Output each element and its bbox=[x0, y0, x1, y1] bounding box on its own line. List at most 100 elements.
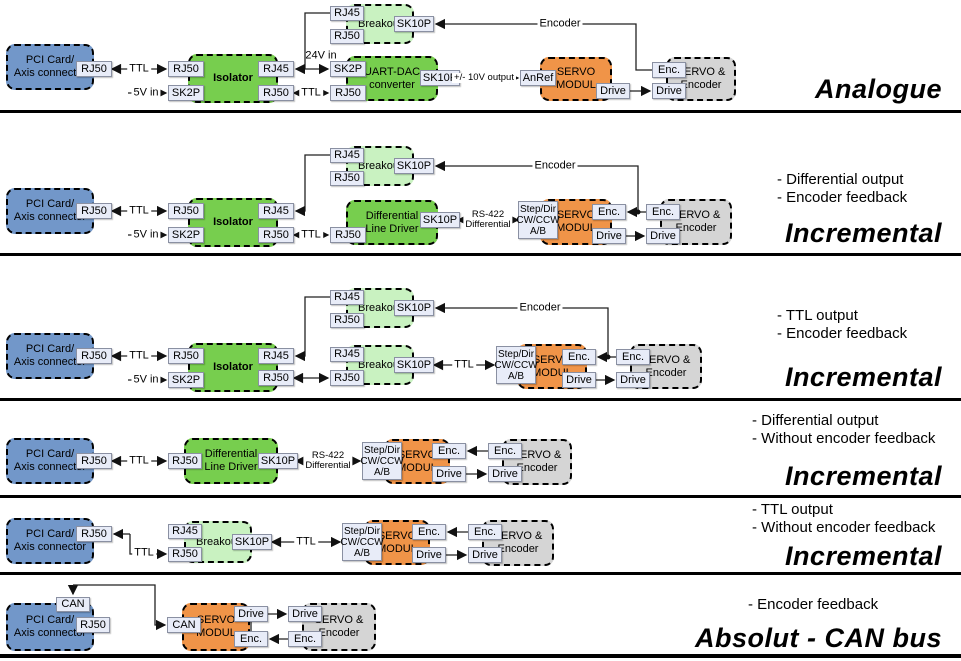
row1-5v-wire-label: 5V in bbox=[131, 86, 161, 99]
row3-breakout2-sk10p-port: SK10P bbox=[394, 357, 434, 373]
separator-4 bbox=[0, 495, 961, 498]
row1-breakout-sk10p-port: SK10P bbox=[394, 16, 434, 32]
row2-title: Incremental bbox=[784, 218, 942, 248]
row1-servo-encoder-enc-port: Enc. bbox=[652, 62, 686, 78]
row3-breakout2-rj50-port: RJ50 bbox=[330, 370, 364, 386]
row2-ttl2-wire-label: TTL bbox=[299, 228, 323, 241]
row1-uart-sk2p-port: SK2P bbox=[330, 61, 366, 77]
row3-servo-modul-drive-port: Drive bbox=[562, 372, 596, 388]
row1-24v-wire-label: 24V in bbox=[305, 49, 337, 62]
separator-2 bbox=[0, 253, 961, 256]
row2-servo-modul-enc-port: Enc. bbox=[592, 204, 626, 220]
row6-servo-modul-drive-port: Drive bbox=[234, 606, 268, 622]
row1-servo-encoder-drive-port: Drive bbox=[652, 83, 686, 99]
row5-pci-rj50-port: RJ50 bbox=[76, 526, 112, 542]
row4-pci-rj50-port: RJ50 bbox=[76, 453, 112, 469]
row1-breakout-rj50-port: RJ50 bbox=[330, 29, 364, 44]
row5-servo-modul-stepdir-port: Step/Dir CW/CCW A/B bbox=[340, 523, 384, 561]
row3-isolator-rj45-out-port: RJ45 bbox=[258, 348, 294, 364]
row1-encoder-wire-label: Encoder bbox=[537, 17, 583, 30]
row5-servo-modul-enc-port: Enc. bbox=[412, 524, 446, 540]
row1-uart-rj50-port: RJ50 bbox=[330, 85, 366, 101]
separator-3 bbox=[0, 398, 961, 401]
row2-isolator-sk2p-port: SK2P bbox=[168, 227, 204, 243]
row5-annotation-2: - Without encoder feedback bbox=[752, 519, 936, 536]
row5-breakout-rj45-port: RJ45 bbox=[168, 524, 202, 539]
row2-dld-sk10p-port: SK10P bbox=[420, 212, 460, 228]
row5-annotation-1: - TTL output bbox=[752, 501, 833, 518]
row2-isolator-rj45-out-port: RJ45 bbox=[258, 203, 294, 219]
row4-servo-encoder-drive-port: Drive bbox=[488, 466, 522, 482]
row2-servo-encoder-enc-port: Enc. bbox=[646, 204, 680, 220]
row6-pci-rj50-port: RJ50 bbox=[76, 617, 110, 633]
row5-servo-encoder-enc-port: Enc. bbox=[468, 524, 502, 540]
row3-ttl-wire-label: TTL bbox=[127, 349, 151, 362]
row2-ttl-wire-label: TTL bbox=[127, 204, 151, 217]
row3-servo-modul-enc-port: Enc. bbox=[562, 349, 596, 365]
row2-isolator-rj50-out-port: RJ50 bbox=[258, 227, 294, 243]
row4-dld-rj50-port: RJ50 bbox=[168, 453, 202, 469]
row5-servo-encoder-block: SERVO & Encoder bbox=[482, 520, 554, 566]
row3-isolator-rj50-in-port: RJ50 bbox=[168, 348, 204, 364]
row1-servo-modul-drive-port: Drive bbox=[596, 83, 630, 99]
row3-breakout1-rj50-port: RJ50 bbox=[330, 313, 364, 328]
row1-isolator-rj50-out-port: RJ50 bbox=[258, 85, 294, 101]
row3-breakout2-rj45-port: RJ45 bbox=[330, 347, 364, 362]
row3-encoder-wire-label: Encoder bbox=[517, 301, 563, 314]
separator-5 bbox=[0, 572, 961, 575]
row6-pci-can-port: CAN bbox=[56, 597, 90, 612]
row1-10v-output-wire-label: +/- 10V output bbox=[452, 72, 516, 83]
row4-annotation-2: - Without encoder feedback bbox=[752, 430, 936, 447]
row3-servo-encoder-enc-port: Enc. bbox=[616, 349, 650, 365]
row2-breakout-rj50-port: RJ50 bbox=[330, 171, 364, 186]
row6-annotation-1: - Encoder feedback bbox=[748, 596, 879, 613]
row4-dld-sk10p-port: SK10P bbox=[258, 453, 298, 469]
row5-ttl2-wire-label: TTL bbox=[294, 535, 318, 548]
row3-ttl2-wire-label: TTL bbox=[452, 358, 476, 371]
row6-servo-encoder-drive-port: Drive bbox=[288, 606, 322, 622]
row3-breakout1-rj45-port: RJ45 bbox=[330, 290, 364, 305]
row2-5v-wire-label: 5V in bbox=[131, 228, 161, 241]
row1-ttl-wire-label: TTL bbox=[127, 62, 151, 75]
row1-isolator-rj45-out-port: RJ45 bbox=[258, 61, 294, 77]
row3-isolator-sk2p-port: SK2P bbox=[168, 372, 204, 388]
row4-servo-encoder-enc-port: Enc. bbox=[488, 443, 522, 459]
row2-annotation-1: - Differential output bbox=[777, 171, 904, 188]
row3-5v-wire-label: 5V in bbox=[131, 373, 161, 386]
row4-annotation-1: - Differential output bbox=[752, 412, 879, 429]
row1-breakout-rj45-port: RJ45 bbox=[330, 6, 364, 21]
row2-servo-encoder-drive-port: Drive bbox=[646, 228, 680, 244]
row4-servo-modul-enc-port: Enc. bbox=[432, 443, 466, 459]
row2-servo-modul-stepdir-port: Step/Dir CW/CCW A/B bbox=[516, 201, 560, 239]
row2-dld-rj50-port: RJ50 bbox=[330, 227, 366, 243]
row3-servo-modul-stepdir-port: Step/Dir CW/CCW A/B bbox=[494, 346, 538, 384]
row4-servo-modul-stepdir-port: Step/Dir CW/CCW A/B bbox=[360, 442, 404, 480]
row5-ttl-wire-label: TTL bbox=[132, 546, 156, 559]
row5-servo-modul-drive-port: Drive bbox=[412, 547, 446, 563]
row1-pci-rj50-port: RJ50 bbox=[76, 61, 112, 77]
row3-servo-encoder-drive-port: Drive bbox=[616, 372, 650, 388]
row5-breakout-rj50-port: RJ50 bbox=[168, 547, 202, 562]
row2-servo-modul-drive-port: Drive bbox=[592, 228, 626, 244]
row2-annotation-2: - Encoder feedback bbox=[777, 189, 908, 206]
row2-encoder-wire-label: Encoder bbox=[532, 159, 578, 172]
row6-servo-modul-enc-port: Enc. bbox=[234, 631, 268, 647]
row2-rs422-wire-label: RS-422 Differential bbox=[463, 209, 513, 230]
row6-title: Absolut - CAN bus bbox=[695, 623, 942, 653]
row4-servo-modul-drive-port: Drive bbox=[432, 466, 466, 482]
row1-isolator-sk2p-port: SK2P bbox=[168, 85, 204, 101]
row4-ttl-wire-label: TTL bbox=[127, 454, 151, 467]
row1-title: Analogue bbox=[814, 74, 942, 104]
row3-isolator-rj50-out-port: RJ50 bbox=[258, 370, 294, 386]
row5-breakout-sk10p-port: SK10P bbox=[232, 534, 272, 550]
row1-ttl2-wire-label: TTL bbox=[299, 86, 323, 99]
separator-1 bbox=[0, 110, 961, 113]
separator-bottom bbox=[0, 654, 961, 658]
row3-annotation-2: - Encoder feedback bbox=[777, 325, 908, 342]
row6-servo-encoder-enc-port: Enc. bbox=[288, 631, 322, 647]
row2-breakout-sk10p-port: SK10P bbox=[394, 158, 434, 174]
row2-pci-rj50-port: RJ50 bbox=[76, 203, 112, 219]
row3-annotation-1: - TTL output bbox=[777, 307, 858, 324]
row3-title: Incremental bbox=[784, 362, 942, 392]
